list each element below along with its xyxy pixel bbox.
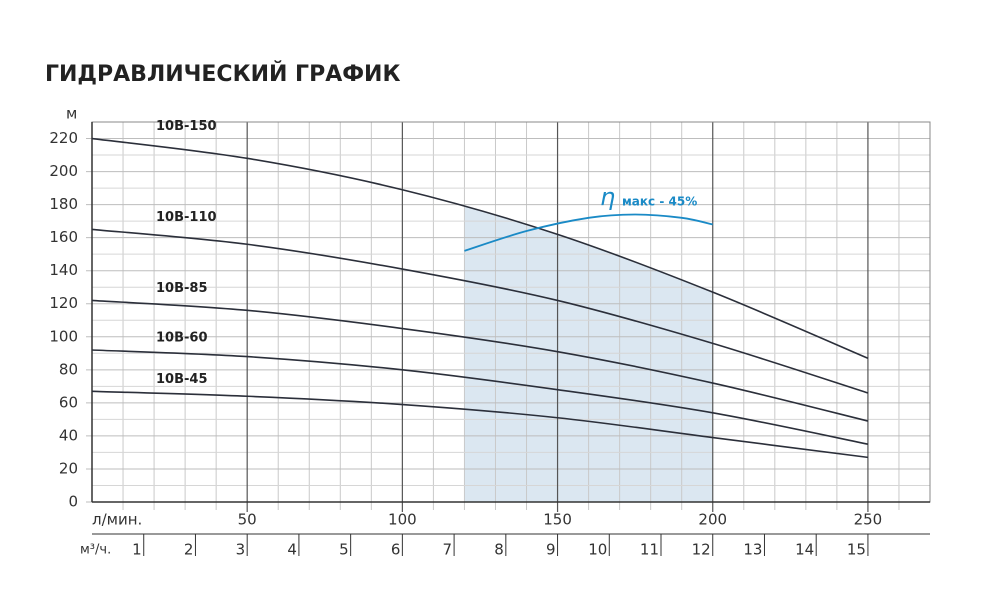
pump-curve [91, 299, 869, 422]
x2-tick-label: 10 [588, 541, 607, 559]
y-tick-label: 220 [49, 129, 78, 147]
series-label: 10В-60 [156, 331, 208, 346]
pump-curve [91, 228, 869, 394]
x2-tick-label: 12 [692, 541, 711, 559]
series-label: 10В-150 [156, 119, 217, 134]
efficiency-curve [464, 213, 713, 252]
x-tick-label: 250 [854, 511, 883, 529]
x-axis-label: л/мин. [92, 511, 142, 529]
y-tick-label: 180 [49, 195, 78, 213]
pump-curve [91, 137, 869, 359]
x2-tick-label: 6 [391, 541, 401, 559]
chart-title: ГИДРАВЛИЧЕСКИЙ ГРАФИК [45, 61, 400, 87]
x2-tick-label: 13 [743, 541, 762, 559]
y-tick-label: 200 [49, 162, 78, 180]
series-label: 10В-45 [156, 372, 208, 387]
x2-tick-label: 1 [132, 541, 142, 559]
y-tick-label: 140 [49, 261, 78, 279]
y-axis-label: м [66, 105, 77, 123]
y-tick-label: 40 [59, 426, 78, 444]
x2-tick-label: 8 [494, 541, 504, 559]
x2-tick-label: 2 [184, 541, 194, 559]
efficiency-symbol: η [600, 183, 615, 211]
x-tick-label: 50 [238, 511, 257, 529]
y-tick-label: 120 [49, 294, 78, 312]
x2-axis-label: м³/ч. [80, 543, 111, 558]
y-tick-label: 160 [49, 228, 78, 246]
y-tick-label: 20 [59, 459, 78, 477]
y-tick-label: 100 [49, 327, 78, 345]
y-tick-label: 60 [59, 393, 78, 411]
efficiency-label: макс - 45% [622, 195, 697, 209]
x2-tick-label: 5 [339, 541, 349, 559]
x2-tick-label: 14 [795, 541, 814, 559]
pump-curve [91, 349, 869, 445]
y-tick-label: 0 [68, 493, 78, 511]
x2-tick-label: 15 [847, 541, 866, 559]
x2-tick-label: 4 [287, 541, 297, 559]
x-tick-label: 200 [698, 511, 727, 529]
series-label: 10В-110 [156, 210, 217, 225]
x2-tick-label: 9 [546, 541, 556, 559]
x-tick-label: 150 [543, 511, 572, 529]
pump-curve [91, 390, 869, 459]
x2-tick-label: 7 [443, 541, 453, 559]
series-label: 10В-85 [156, 281, 208, 296]
x2-tick-label: 11 [640, 541, 659, 559]
x-tick-label: 100 [388, 511, 417, 529]
x2-tick-label: 3 [236, 541, 246, 559]
y-tick-label: 80 [59, 360, 78, 378]
